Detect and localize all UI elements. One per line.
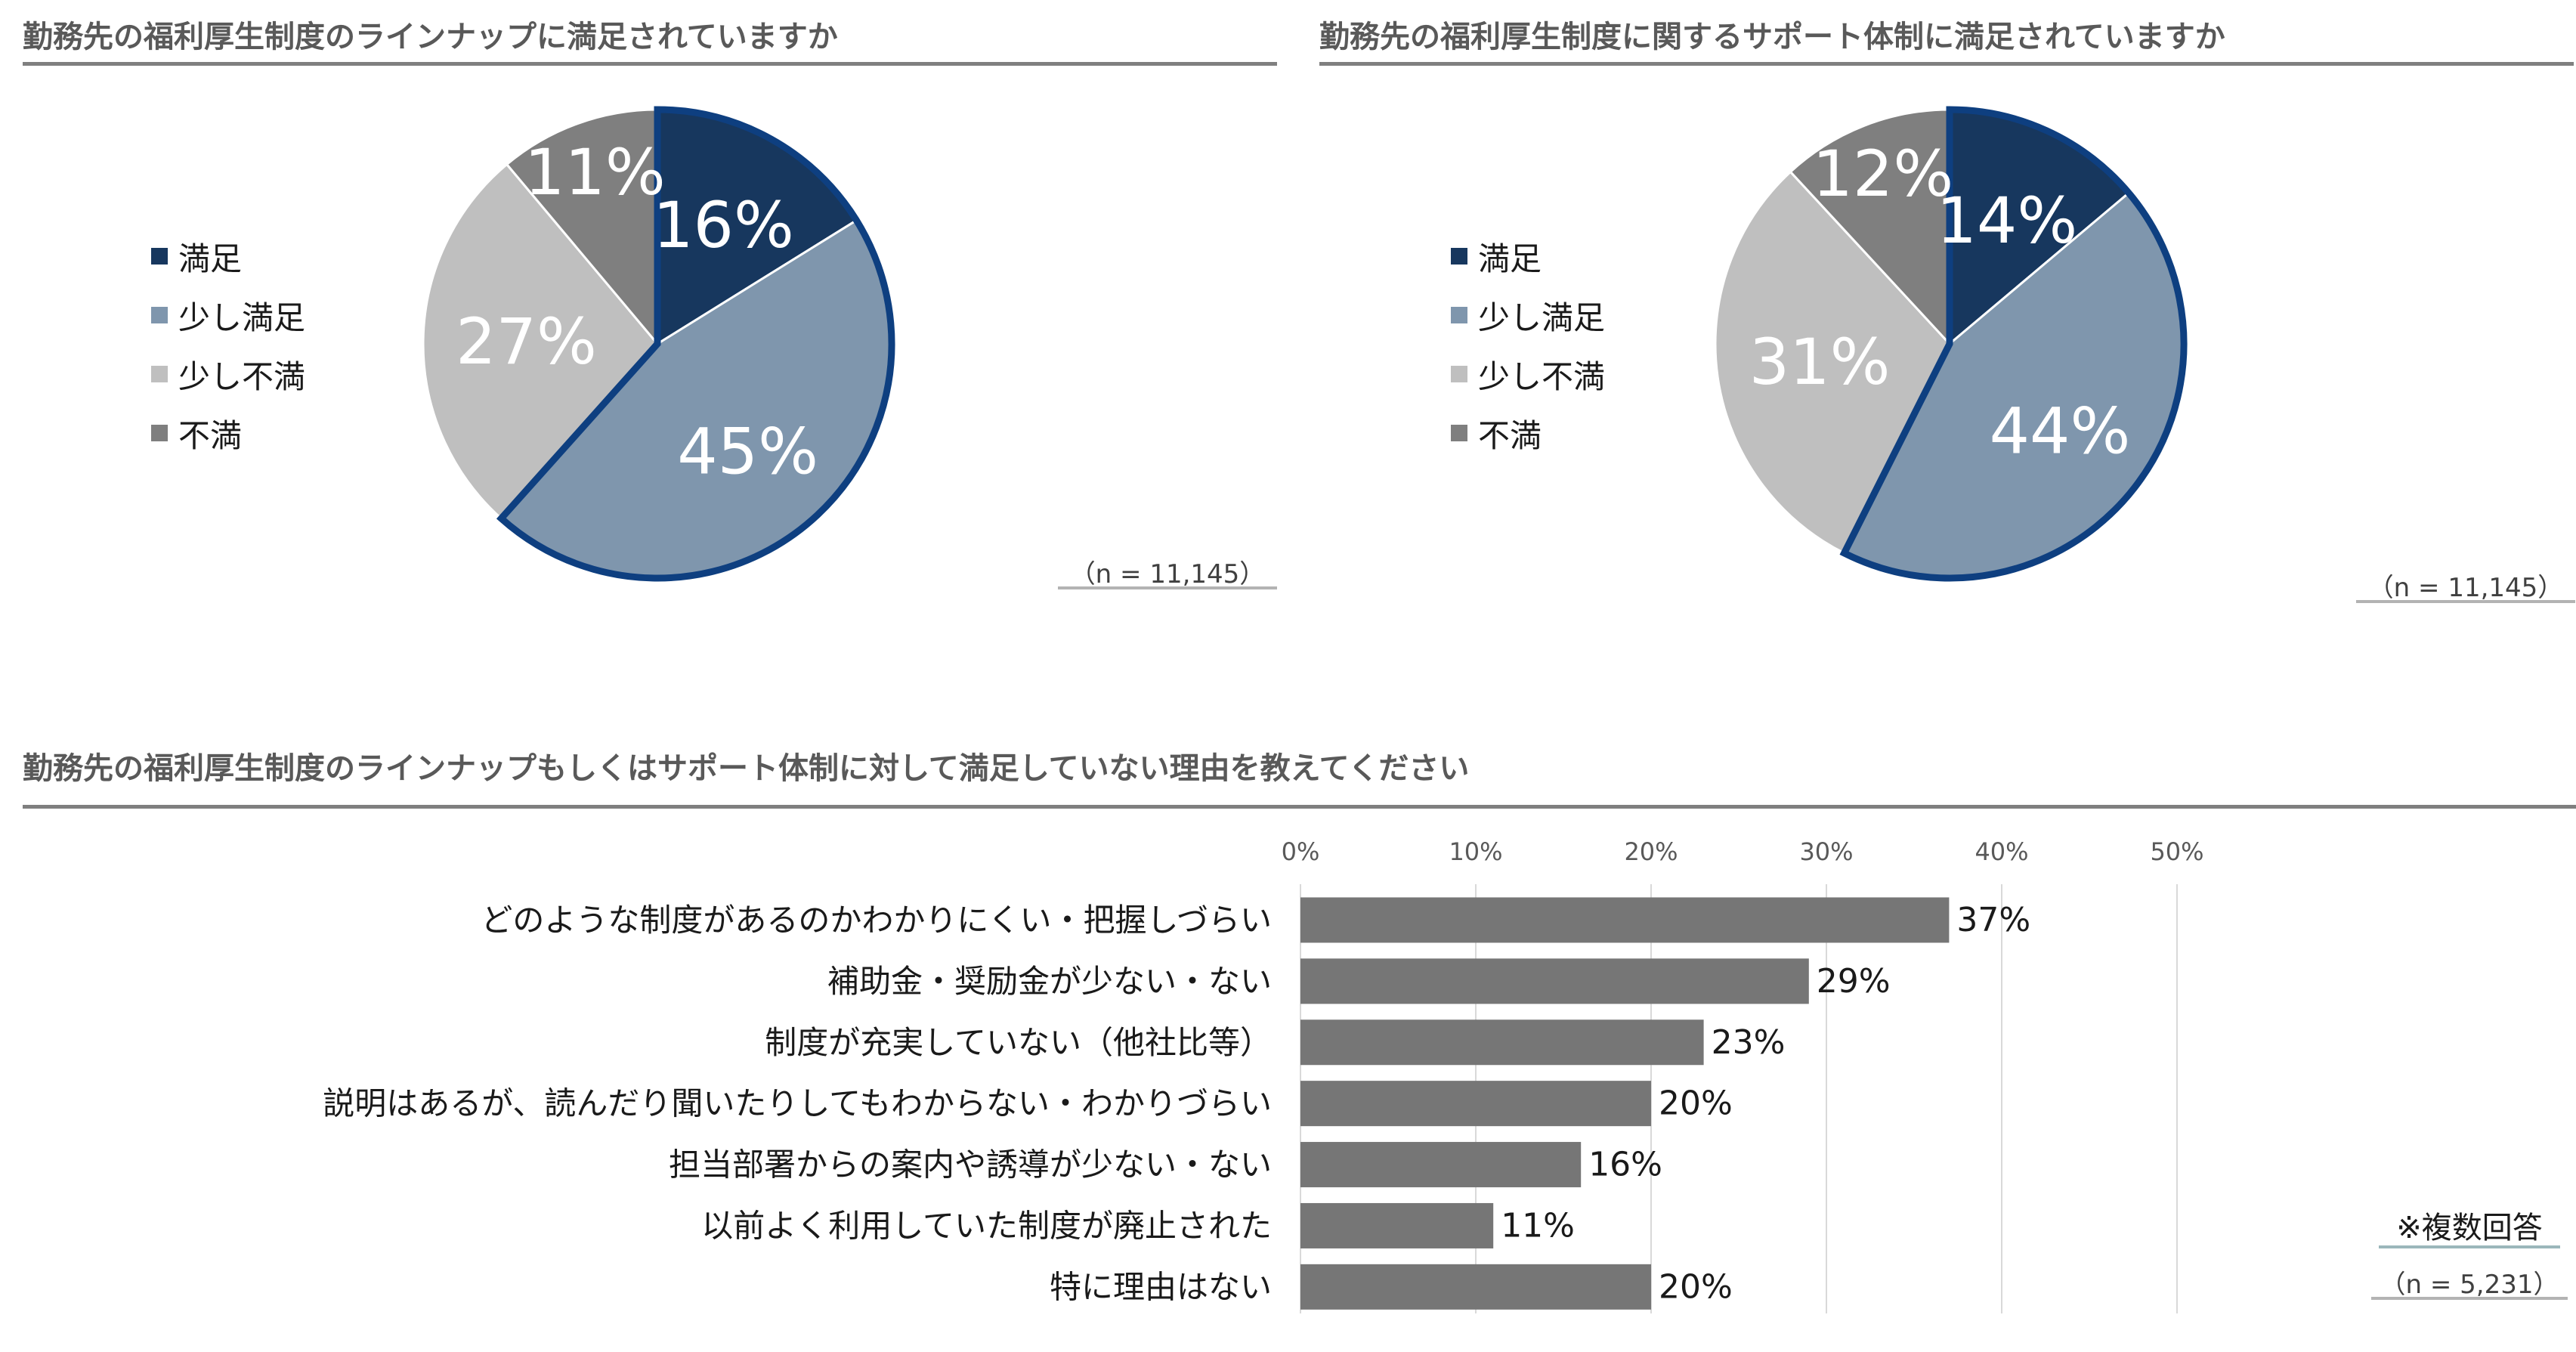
pie-lineup-slice-label: 27% [456, 305, 597, 379]
bar-reasons-n-note: （n = 5,231） [2380, 1270, 2559, 1300]
bar-reasons-title-rule [23, 805, 2576, 809]
pie-lineup-slice-label: 16% [653, 188, 794, 262]
legend-swatch [151, 425, 168, 441]
x-tick-label: 40% [1975, 837, 2028, 866]
bar [1300, 1202, 1494, 1248]
pie-support-title: 勤務先の福利厚生制度に関するサポート体制に満足されていますか [1319, 20, 2225, 54]
pie-lineup-legend-item: 少し満足 [151, 286, 305, 345]
pie-support-chart: 14% 44% 31% 12% [1714, 106, 2188, 582]
value-label: 29% [1817, 962, 1891, 1001]
value-label: 16% [1588, 1146, 1662, 1184]
value-label: 11% [1501, 1206, 1575, 1245]
pie-lineup-title-rule [23, 62, 1277, 66]
legend-swatch [1451, 248, 1467, 265]
legend-label: 満足 [1478, 240, 1542, 277]
pie-support-highlight-outline [1839, 106, 2188, 582]
pie-lineup-legend-item: 不満 [151, 404, 305, 463]
pie-lineup-slice-label: 11% [524, 135, 666, 209]
legend-swatch [151, 307, 168, 323]
bar [1300, 958, 1809, 1004]
pie-lineup-title: 勤務先の福利厚生制度のラインナップに満足されていますか [23, 20, 838, 54]
pie-support-legend-item: 少し不満 [1451, 345, 1605, 404]
pie-support-legend-item: 不満 [1451, 404, 1605, 463]
pie-support-n-note: （n = 11,145） [2367, 573, 2564, 603]
legend-label: 満足 [178, 240, 243, 277]
category-label: 担当部署からの案内や誘導が少ない・ない [669, 1146, 1272, 1183]
category-label: 説明はあるが、読んだり聞いたりしてもわからない・わかりづらい [323, 1085, 1272, 1122]
bar [1300, 1081, 1651, 1127]
bar-reasons-multi-note: ※複数回答 [2396, 1211, 2543, 1245]
legend-label: 不満 [1478, 416, 1542, 454]
bar-reasons-chart: 0% 10% 20% 30% 40% 50% どのような制度があるのかわかりにくい・把握しづ… [323, 837, 2204, 1313]
value-label: 20% [1659, 1267, 1733, 1306]
category-label: 以前よく利用していた制度が廃止された [701, 1207, 1272, 1244]
pie-support-n-note-rule [2356, 600, 2575, 603]
pie-lineup-highlight-outline [496, 106, 895, 582]
x-tick-label: 0% [1282, 837, 1320, 866]
x-tick-label: 50% [2150, 837, 2203, 866]
pie-support-legend-item: 少し満足 [1451, 286, 1605, 345]
pie-lineup-slice-4 [505, 108, 659, 348]
x-tick-label: 20% [1624, 837, 1678, 866]
pie-panel-lineup: 勤務先の福利厚生制度のラインナップに満足されていますか 満足少し満足少し不満不満… [0, 0, 1285, 605]
legend-swatch [1451, 425, 1467, 441]
pie-support-legend: 満足少し満足少し不満不満 [1451, 227, 1605, 463]
legend-swatch [1451, 366, 1467, 382]
x-tick-label: 10% [1449, 837, 1502, 866]
pie-lineup-n-note: （n = 11,145） [1069, 559, 1266, 589]
bar [1300, 1264, 1651, 1310]
bar-reasons-n-note-rule [2371, 1297, 2568, 1300]
category-label: 特に理由はない [1050, 1268, 1272, 1305]
legend-swatch [151, 366, 168, 382]
bar-panel-reasons: 勤務先の福利厚生制度のラインナップもしくはサポート体制に対して満足していない理由… [0, 726, 2576, 1352]
category-label: 補助金・奨励金が少ない・ない [827, 963, 1272, 1000]
x-tick-label: 30% [1799, 837, 1853, 866]
value-label: 23% [1712, 1023, 1786, 1062]
category-label: どのような制度があるのかわかりにくい・把握しづらい [481, 902, 1272, 939]
value-label: 37% [1956, 901, 2030, 939]
pie-support-slice-label: 31% [1749, 325, 1891, 399]
pie-lineup-legend: 満足少し満足少し不満不満 [151, 227, 305, 463]
legend-swatch [151, 248, 168, 265]
category-label: 制度が充実していない（他社比等） [765, 1024, 1272, 1061]
value-label: 20% [1659, 1084, 1733, 1123]
pie-support-slice-label: 12% [1812, 137, 1953, 211]
pie-lineup-legend-item: 満足 [151, 227, 305, 286]
pie-lineup-n-note-rule [1058, 586, 1277, 589]
bar-reasons-multi-note-rule [2379, 1245, 2560, 1248]
pie-lineup-slice-3 [422, 162, 659, 521]
legend-label: 少し不満 [1478, 357, 1606, 395]
legend-label: 少し満足 [1478, 299, 1606, 336]
pie-panel-support: 勤務先の福利厚生制度に関するサポート体制に満足されていますか 満足少し満足少し不… [1285, 0, 2576, 605]
bar [1300, 1019, 1704, 1066]
pie-lineup-slice-label: 45% [677, 414, 818, 488]
bar [1300, 1142, 1582, 1188]
legend-label: 不満 [178, 416, 243, 454]
pie-support-slice-label: 44% [1990, 394, 2131, 468]
legend-label: 少し満足 [178, 299, 306, 336]
legend-label: 少し不満 [178, 357, 306, 395]
pie-support-slice-label: 14% [1936, 184, 2077, 258]
bar-reasons-title: 勤務先の福利厚生制度のラインナップもしくはサポート体制に対して満足していない理由… [23, 751, 1470, 786]
pie-lineup-legend-item: 少し不満 [151, 345, 305, 404]
bar [1300, 897, 1950, 943]
legend-swatch [1451, 307, 1467, 323]
pie-support-legend-item: 満足 [1451, 227, 1605, 286]
pie-lineup-chart: 16% 45% 27% 11% [422, 106, 895, 582]
pie-support-slice-4 [1789, 108, 1951, 347]
pie-support-title-rule [1319, 62, 2574, 66]
